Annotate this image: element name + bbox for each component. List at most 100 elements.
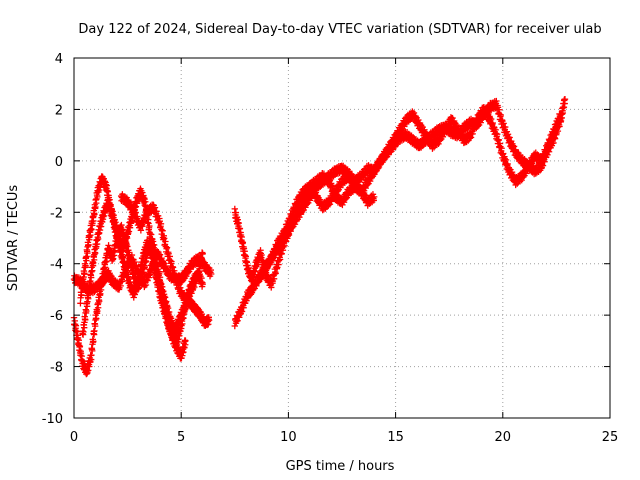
- data-point: [93, 315, 100, 322]
- data-point: [156, 288, 164, 296]
- data-point: [242, 253, 249, 260]
- y-tick-label: -6: [50, 309, 63, 324]
- data-point: [169, 264, 177, 271]
- data-point: [94, 235, 102, 243]
- data-point: [258, 251, 265, 259]
- data-point: [342, 195, 349, 202]
- data-point: [112, 225, 119, 233]
- x-axis-label: GPS time / hours: [286, 459, 395, 474]
- data-point: [545, 142, 552, 149]
- data-point: [84, 249, 91, 257]
- data-point: [362, 184, 369, 192]
- data-point: [90, 259, 97, 267]
- data-point: [294, 201, 301, 208]
- data-point: [196, 267, 203, 275]
- data-point: [501, 155, 509, 162]
- data-point: [493, 130, 501, 138]
- data-point: [188, 290, 195, 297]
- data-point: [125, 247, 132, 254]
- data-point: [108, 207, 115, 214]
- x-tick-label: 5: [177, 430, 185, 445]
- data-point: [383, 150, 390, 158]
- data-point: [326, 177, 334, 184]
- data-point: [143, 237, 151, 244]
- data-point: [174, 278, 181, 285]
- data-point: [104, 187, 111, 195]
- data-point: [232, 209, 240, 216]
- data-point: [291, 217, 299, 224]
- data-point: [159, 227, 166, 234]
- data-point: [77, 350, 85, 357]
- data-point: [541, 152, 548, 159]
- data-point: [149, 255, 157, 263]
- data-point: [340, 199, 348, 206]
- data-point: [85, 241, 92, 248]
- data-point: [381, 154, 389, 161]
- data-point: [287, 227, 294, 235]
- data-point: [111, 219, 118, 227]
- data-point: [78, 292, 85, 299]
- y-tick-label: -4: [50, 258, 63, 273]
- data-point: [147, 247, 155, 254]
- data-point: [77, 300, 84, 307]
- data-point: [182, 337, 189, 345]
- data-point: [495, 136, 502, 144]
- data-point: [236, 225, 244, 232]
- data-point: [101, 178, 109, 185]
- data-point: [121, 258, 128, 265]
- data-point: [140, 255, 147, 262]
- data-point: [134, 213, 141, 220]
- data-point: [364, 181, 371, 188]
- data-point: [278, 250, 285, 257]
- series-4: [79, 196, 206, 347]
- data-point: [500, 150, 507, 157]
- data-point: [497, 111, 504, 119]
- data-point: [94, 193, 101, 201]
- x-tick-label: 20: [495, 430, 512, 445]
- y-tick-label: -8: [50, 361, 63, 376]
- data-point: [88, 351, 95, 359]
- gridlines: [74, 58, 610, 418]
- data-point: [124, 268, 131, 276]
- data-point: [283, 226, 291, 233]
- y-tick-label: 4: [55, 52, 63, 67]
- data-point: [88, 226, 95, 233]
- data-point: [240, 304, 247, 311]
- data-point: [180, 315, 187, 322]
- data-point: [129, 263, 136, 271]
- data-point: [239, 239, 247, 246]
- data-point: [274, 264, 281, 271]
- data-point: [159, 299, 167, 306]
- x-tick-label: 25: [602, 430, 619, 445]
- data-point: [455, 124, 462, 132]
- data-point: [508, 168, 516, 176]
- data-point: [506, 165, 513, 173]
- data-point: [280, 243, 287, 251]
- data-point: [509, 142, 517, 149]
- data-point: [91, 211, 98, 218]
- data-point: [171, 270, 178, 278]
- series-5: [117, 191, 206, 307]
- data-point: [163, 314, 171, 321]
- data-point: [101, 264, 109, 271]
- data-point: [560, 103, 568, 111]
- data-point: [160, 235, 168, 242]
- data-point: [328, 182, 335, 189]
- data-point: [102, 258, 110, 265]
- data-point: [126, 224, 134, 231]
- data-point: [205, 317, 213, 324]
- data-point: [504, 160, 511, 168]
- data-point: [163, 244, 171, 251]
- data-point: [233, 318, 240, 325]
- x-tick-label: 10: [280, 430, 297, 445]
- y-tick-label: 2: [55, 103, 63, 118]
- data-point: [128, 258, 135, 265]
- data-point: [199, 250, 206, 257]
- data-point: [199, 281, 206, 288]
- data-point: [466, 135, 474, 142]
- data-point: [164, 266, 171, 273]
- data-point: [86, 287, 93, 294]
- data-point: [552, 126, 560, 133]
- data-point: [398, 126, 405, 134]
